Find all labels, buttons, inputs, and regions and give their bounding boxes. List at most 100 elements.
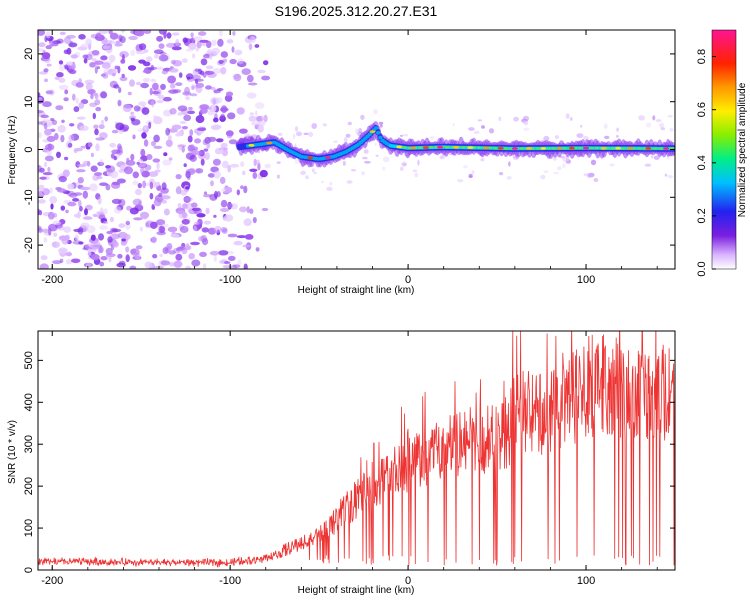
spectrogram-noise-blob bbox=[154, 169, 161, 173]
spectrogram-ridge-peak bbox=[568, 146, 575, 150]
spectrogram-noise-blob bbox=[186, 245, 192, 251]
spectrogram-noise-blob bbox=[83, 58, 88, 64]
spectrogram-scatter-blob bbox=[343, 137, 348, 143]
spectrogram-scatter-blob bbox=[242, 170, 246, 176]
spectrogram-scatter-blob bbox=[402, 162, 407, 166]
spectrogram-scatter-blob bbox=[553, 172, 559, 174]
spectrogram-noise-blob bbox=[145, 222, 149, 227]
spectrogram-scatter-blob bbox=[576, 133, 584, 139]
spectrogram-noise-blob bbox=[83, 216, 93, 220]
spectrogram-noise-blob bbox=[178, 245, 186, 251]
snr-x-tick-label: -200 bbox=[41, 575, 63, 587]
spectrogram-scatter-blob bbox=[583, 173, 589, 176]
spectrogram-noise-blob bbox=[199, 251, 207, 257]
spectrogram-noise-blob bbox=[249, 208, 254, 214]
spectrogram-noise-blob bbox=[178, 144, 184, 151]
spectrogram-noise-blob bbox=[60, 134, 65, 143]
spectrogram-noise-blob bbox=[217, 38, 224, 47]
spectrogram-noise-blob bbox=[210, 180, 214, 187]
spectrogram-scatter-blob bbox=[557, 166, 562, 170]
spectrogram-scatter-blob bbox=[652, 115, 656, 121]
spectrogram-noise-blob bbox=[74, 234, 79, 242]
spectrogram-scatter-blob bbox=[305, 175, 309, 180]
spectrogram-noise-blob bbox=[67, 183, 75, 190]
spectrogram-noise-blob bbox=[130, 248, 140, 256]
spectrogram-noise-blob bbox=[64, 89, 69, 95]
spectrogram-noise-blob bbox=[202, 263, 207, 269]
spectrogram-scatter-blob bbox=[295, 131, 303, 137]
spectrogram-ridge-peak bbox=[540, 147, 547, 150]
spectrogram-noise-blob bbox=[108, 40, 116, 45]
spectrogram-noise-blob bbox=[106, 165, 116, 173]
spectrogram-noise-blob bbox=[247, 82, 258, 86]
spectrogram-ridge-green bbox=[546, 147, 552, 150]
spectrogram-scatter-blob bbox=[506, 176, 512, 180]
spectrogram-noise-blob bbox=[42, 101, 52, 108]
spectrogram-scatter-blob bbox=[313, 172, 317, 175]
spectrogram-noise-blob bbox=[154, 53, 160, 59]
spectrogram-noise-blob bbox=[162, 159, 172, 166]
spectrogram-noise-blob bbox=[205, 85, 212, 90]
spectrogram-ridge-peak bbox=[615, 146, 622, 150]
spectrogram-noise-blob bbox=[108, 30, 113, 35]
spectrogram-scatter-blob bbox=[580, 124, 583, 128]
snr-y-tick-label: 400 bbox=[23, 393, 35, 411]
spectrogram-noise-blob bbox=[89, 183, 98, 192]
spectrogram-noise-blob bbox=[168, 262, 175, 267]
spectrogram-noise-blob bbox=[75, 97, 79, 104]
spectrogram-noise-blob bbox=[142, 216, 148, 220]
spectrogram-noise-blob bbox=[67, 142, 73, 148]
spectrogram-noise-blob bbox=[158, 54, 169, 62]
spectrogram-noise-blob bbox=[72, 198, 80, 202]
spectrogram-noise-blob bbox=[61, 238, 69, 245]
spectrogram-ridge-peak bbox=[422, 146, 429, 150]
spectrogram-scatter-blob bbox=[604, 135, 610, 140]
spectrogram-noise-blob bbox=[117, 65, 121, 74]
spectrogram-y-tick-label: -20 bbox=[23, 237, 35, 253]
spectrogram-scatter-blob bbox=[653, 155, 660, 160]
spectrogram-noise-blob bbox=[55, 187, 62, 191]
spectrogram-noise-blob bbox=[243, 185, 248, 194]
spectrogram-scatter-blob bbox=[471, 170, 475, 175]
spectrogram-scatter-blob bbox=[498, 116, 502, 122]
spectrogram-noise-blob bbox=[207, 173, 215, 178]
spectrogram-noise-blob bbox=[227, 233, 238, 238]
spectrogram-noise-blob bbox=[58, 175, 67, 183]
spectrogram-noise-blob bbox=[63, 97, 69, 102]
spectrogram-noise-blob bbox=[176, 210, 185, 214]
spectrogram-noise-blob bbox=[78, 78, 82, 84]
spectrogram-noise-blob bbox=[65, 252, 73, 257]
spectrogram-noise-blob bbox=[110, 181, 121, 189]
spectrogram-noise-blob bbox=[43, 123, 48, 130]
spectrogram-noise-blob bbox=[202, 54, 212, 59]
spectrogram-noise-blob bbox=[144, 261, 153, 269]
spectrogram-noise-blob bbox=[58, 77, 66, 83]
spectrogram-noise-blob bbox=[125, 254, 130, 263]
spectrogram-noise-blob bbox=[205, 65, 214, 70]
spectrogram-noise-blob bbox=[234, 49, 243, 56]
spectrogram-noise-blob bbox=[77, 177, 84, 184]
spectrogram-noise-blob bbox=[220, 199, 228, 208]
spectrogram-scatter-blob bbox=[481, 125, 485, 129]
spectrogram-noise-blob bbox=[39, 167, 45, 173]
spectrogram-noise-blob bbox=[92, 112, 97, 120]
spectrogram-noise-blob bbox=[50, 203, 54, 210]
spectrogram-noise-blob bbox=[195, 115, 205, 124]
spectrogram-noise-blob bbox=[38, 48, 45, 52]
spectrogram-noise-blob bbox=[92, 240, 101, 249]
spectrogram-noise-blob bbox=[75, 82, 84, 88]
spectrogram-noise-blob bbox=[163, 31, 167, 39]
spectrogram-noise-blob bbox=[55, 105, 64, 111]
snr-x-tick-label: 100 bbox=[577, 575, 595, 587]
spectrogram-noise-blob bbox=[157, 94, 165, 100]
spectrogram-noise-blob bbox=[158, 192, 163, 197]
spectrogram-noise-blob bbox=[175, 38, 179, 46]
spectrogram-noise-blob bbox=[220, 67, 227, 75]
spectrogram-noise-blob bbox=[232, 31, 236, 36]
spectrogram-noise-blob bbox=[49, 196, 58, 204]
spectrogram-noise-blob bbox=[213, 117, 219, 123]
spectrogram-noise-blob bbox=[163, 152, 168, 157]
spectrogram-noise-blob bbox=[38, 42, 46, 48]
spectrogram-noise-blob bbox=[143, 139, 149, 147]
spectrogram-noise-blob bbox=[66, 61, 74, 66]
